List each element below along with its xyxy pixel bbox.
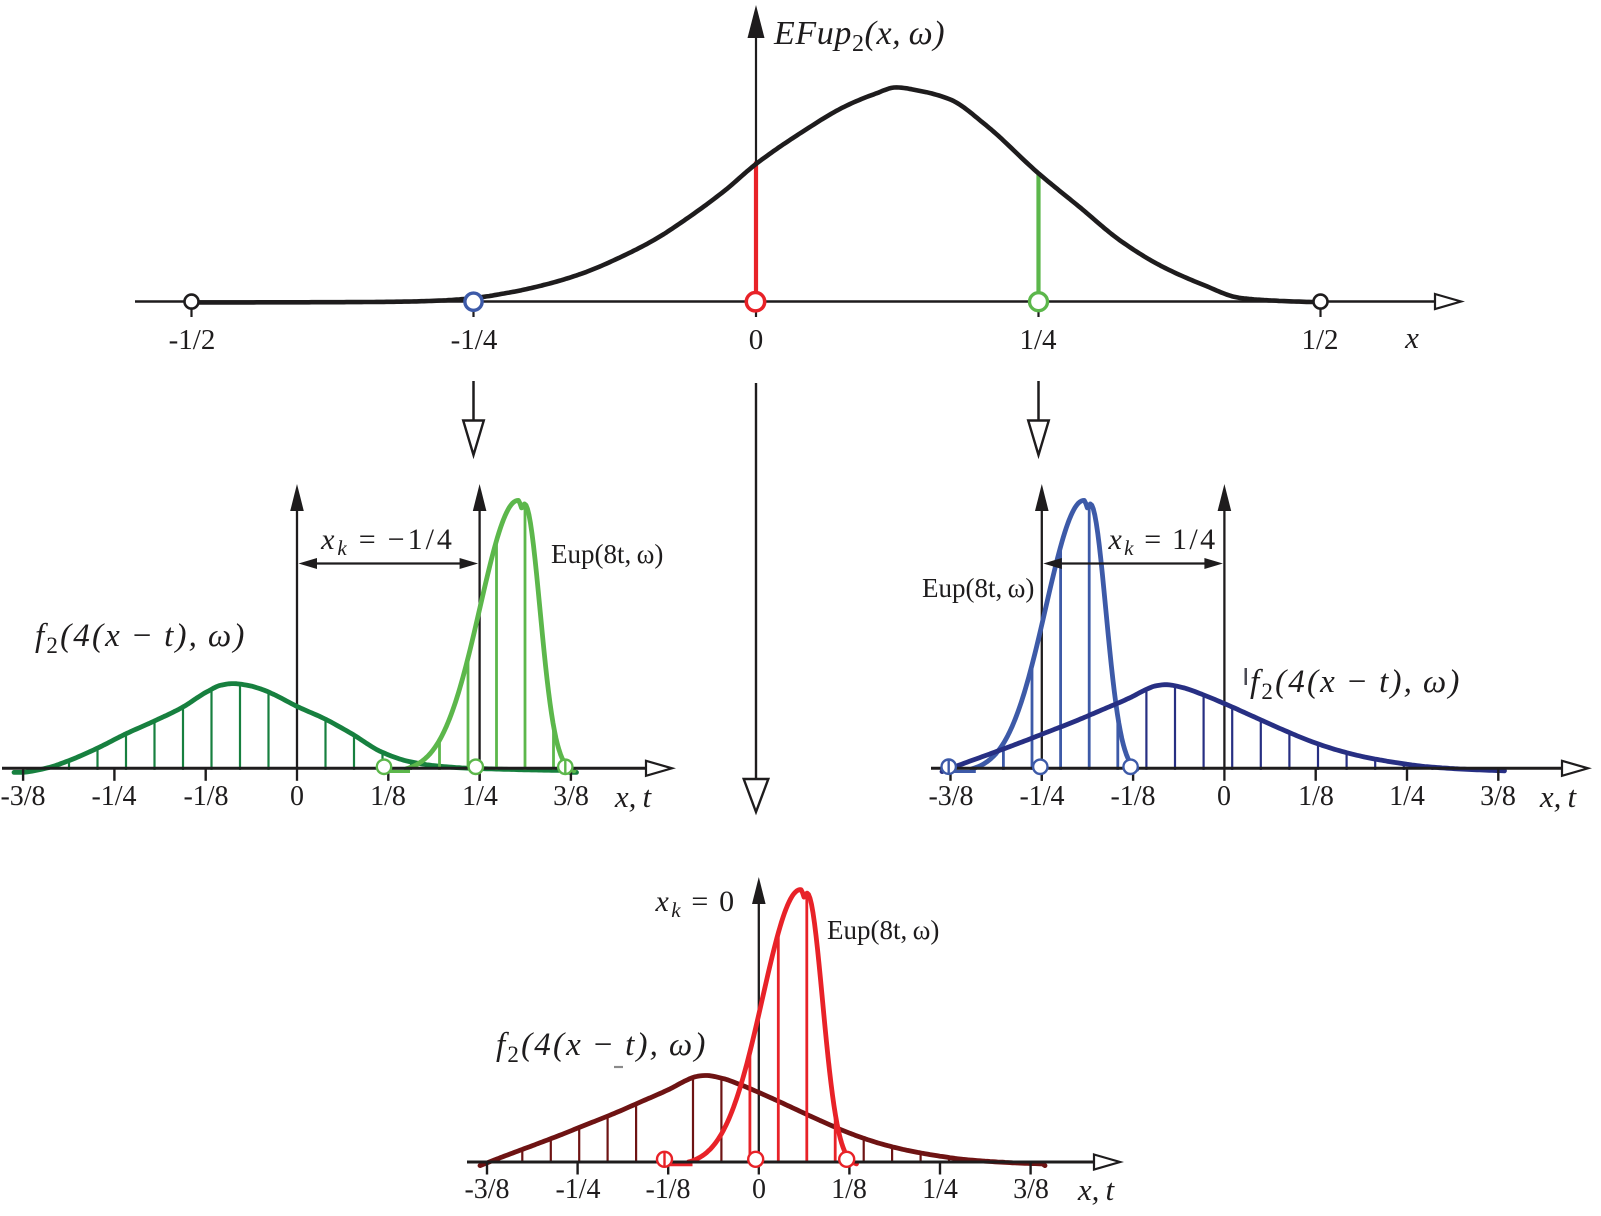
svg-text:-1/4: -1/4 — [1019, 781, 1064, 812]
svg-text:3/8: 3/8 — [553, 781, 589, 812]
svg-text:-3/8: -3/8 — [464, 1174, 509, 1205]
svg-text:-1/2: -1/2 — [169, 324, 216, 356]
svg-text:-1/4: -1/4 — [451, 324, 498, 356]
svg-text:-1/8: -1/8 — [645, 1174, 690, 1205]
svg-text:xk = 0: xk = 0 — [655, 885, 737, 922]
svg-text:x, t: x, t — [614, 779, 653, 814]
svg-text:f2(4(x − t), ω): f2(4(x − t), ω) — [35, 618, 247, 658]
svg-text:Eup(8t, ω): Eup(8t, ω) — [551, 539, 663, 569]
svg-text:0: 0 — [749, 324, 764, 356]
svg-text:-3/8: -3/8 — [928, 781, 973, 812]
svg-text:1/4: 1/4 — [922, 1174, 958, 1205]
svg-text:x: x — [1404, 320, 1419, 355]
svg-text:f2(4(x − t), ω): f2(4(x − t), ω) — [496, 1027, 708, 1067]
svg-text:1/8: 1/8 — [370, 781, 406, 812]
svg-text:xk = −1/4: xk = −1/4 — [320, 523, 455, 560]
svg-text:1/4: 1/4 — [462, 781, 498, 812]
svg-text:-1/8: -1/8 — [183, 781, 228, 812]
svg-text:3/8: 3/8 — [1480, 781, 1516, 812]
svg-text:Eup(8t, ω): Eup(8t, ω) — [922, 573, 1034, 603]
svg-text:xk = 1/4: xk = 1/4 — [1107, 523, 1217, 560]
svg-text:1/2: 1/2 — [1301, 324, 1338, 356]
svg-text:0: 0 — [1217, 781, 1231, 812]
svg-text:1/4: 1/4 — [1019, 324, 1057, 356]
svg-text:-1/8: -1/8 — [1110, 781, 1155, 812]
svg-text:-1/4: -1/4 — [555, 1174, 600, 1205]
svg-text:x, t: x, t — [1077, 1172, 1116, 1207]
svg-text:1/8: 1/8 — [831, 1174, 867, 1205]
svg-text:-1/4: -1/4 — [91, 781, 136, 812]
svg-text:3/8: 3/8 — [1013, 1174, 1049, 1205]
svg-text:-3/8: -3/8 — [0, 781, 45, 812]
svg-text:x, t: x, t — [1539, 779, 1578, 814]
svg-text:1/4: 1/4 — [1389, 781, 1425, 812]
svg-text:0: 0 — [290, 781, 304, 812]
svg-text:Eup(8t, ω): Eup(8t, ω) — [827, 915, 939, 945]
svg-text:1/8: 1/8 — [1298, 781, 1334, 812]
svg-text:0: 0 — [752, 1174, 766, 1205]
svg-text:f2(4(x − t), ω): f2(4(x − t), ω) — [1250, 664, 1462, 704]
